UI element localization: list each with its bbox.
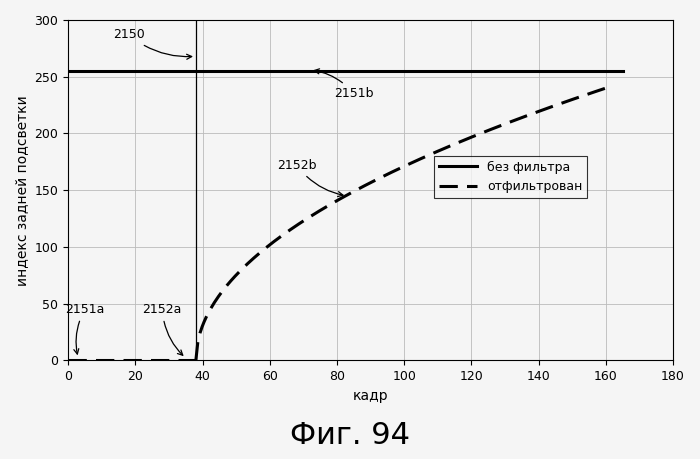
Line: отфильтрован: отфильтрован	[196, 88, 606, 360]
X-axis label: кадр: кадр	[353, 389, 389, 403]
Text: 2152a: 2152a	[143, 303, 183, 355]
отфильтрован	[268, 240, 277, 246]
Text: 2151b: 2151b	[314, 69, 374, 100]
отфильтрован	[566, 97, 575, 103]
отфильтрован	[301, 217, 309, 223]
Y-axis label: индекс задней подсветки: индекс задней подсветки	[15, 95, 29, 285]
Text: 2152b: 2152b	[277, 159, 343, 196]
отфильтрован	[216, 291, 225, 297]
Legend: без фильтра, отфильтрован: без фильтра, отфильтрован	[434, 156, 587, 198]
отфильтрован	[602, 85, 610, 91]
отфильтрован	[208, 303, 216, 308]
отфильтрован	[192, 358, 200, 363]
отфильтрован	[581, 92, 589, 98]
Text: 2151a: 2151a	[65, 303, 104, 354]
Text: Фиг. 94: Фиг. 94	[290, 421, 410, 450]
Text: 2150: 2150	[113, 28, 192, 59]
